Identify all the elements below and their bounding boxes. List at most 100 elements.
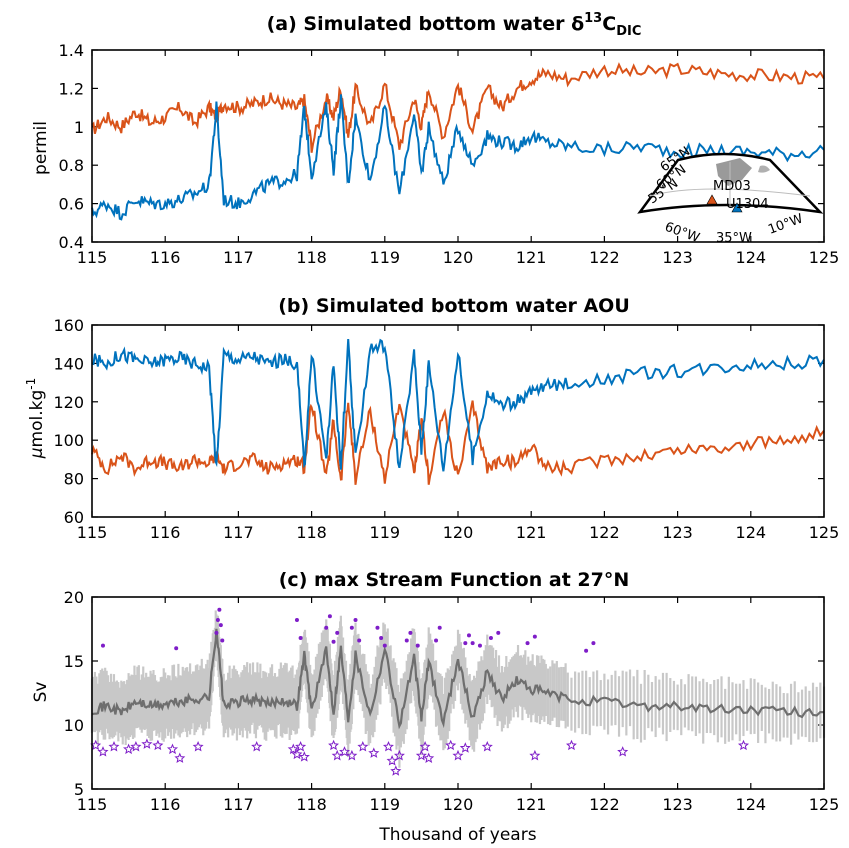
panel-c-ylabel: Sv (31, 682, 51, 703)
x-tick-label: 118 (296, 523, 327, 542)
high-marker (466, 633, 471, 638)
y-tick-label: 140 (53, 354, 84, 373)
low-marker (166, 743, 179, 755)
x-tick-label: 117 (223, 248, 254, 267)
high-marker (532, 634, 537, 639)
greenland-shape (716, 158, 752, 186)
high-marker (463, 641, 468, 646)
x-tick-label: 123 (662, 248, 693, 267)
series-line-md03 (91, 400, 825, 485)
high-marker (404, 638, 409, 643)
x-tick-label: 124 (736, 795, 767, 814)
x-axis-label: Thousand of years (378, 825, 536, 845)
mean-line (91, 628, 825, 730)
y-tick-label: 20 (64, 588, 84, 607)
high-marker (496, 630, 501, 635)
x-tick-label: 124 (736, 248, 767, 267)
high-marker (477, 643, 482, 648)
low-marker (97, 746, 109, 757)
high-marker (174, 646, 179, 651)
high-marker (100, 643, 105, 648)
y-tick-label: 1.2 (59, 79, 84, 98)
high-marker (357, 638, 362, 643)
x-tick-label: 121 (516, 795, 547, 814)
x-tick-label: 119 (370, 248, 401, 267)
high-marker (327, 614, 332, 619)
panel-b-frame (91, 324, 825, 518)
y-tick-label: 0.6 (59, 195, 84, 214)
md03-label: MD03 (713, 179, 751, 194)
low-marker (565, 739, 577, 751)
low-marker (346, 749, 358, 761)
low-marker (357, 741, 369, 752)
y-tick-label: 1 (74, 118, 84, 137)
high-marker (437, 625, 442, 630)
panel-a-title: (a) Simulated bottom water δ13CDIC (267, 11, 642, 39)
x-tick-label: 125 (809, 248, 840, 267)
x-tick-label: 118 (296, 795, 327, 814)
x-tick-label: 122 (589, 523, 620, 542)
panel-b-plot: 60 80 100 120 140 160 115 116 117 118 119 120 121 122… (53, 316, 839, 542)
high-marker (298, 635, 303, 640)
map-parallel (649, 188, 811, 197)
high-marker (215, 618, 220, 623)
x-tick-label: 123 (662, 795, 693, 814)
high-marker (434, 638, 439, 643)
low-marker (108, 741, 120, 752)
high-marker (408, 630, 413, 635)
x-tick-label: 115 (77, 523, 108, 542)
x-tick-label: 120 (443, 523, 474, 542)
low-marker (328, 739, 340, 751)
high-marker (591, 641, 596, 646)
panel-b-title: (b) Simulated bottom water AOU (278, 295, 630, 317)
low-marker (481, 741, 493, 752)
low-marker (386, 754, 398, 766)
y-tick-label: 120 (53, 393, 84, 412)
x-tick-label: 116 (150, 795, 181, 814)
x-tick-label: 119 (370, 523, 401, 542)
series-line-u1304 (91, 94, 825, 221)
high-marker (488, 635, 493, 640)
low-marker (393, 749, 405, 761)
x-tick-label: 115 (77, 795, 108, 814)
u1304-marker (731, 202, 743, 213)
x-tick-label: 125 (809, 795, 840, 814)
x-tick-label: 115 (77, 248, 108, 267)
x-tick-label: 120 (443, 795, 474, 814)
high-marker (584, 648, 589, 653)
x-tick-label: 117 (223, 795, 254, 814)
panel-b-ylabel: μmol.kg-1 (24, 378, 47, 460)
low-marker (152, 739, 164, 751)
x-tick-label: 120 (443, 248, 474, 267)
iceland-shape (758, 165, 770, 173)
high-marker (218, 623, 223, 628)
low-marker (298, 751, 310, 762)
x-tick-label: 122 (589, 795, 620, 814)
panel-c: (c) max Stream Function at 27°N Sv 5 10 15… (31, 569, 839, 814)
series-line-md03 (91, 62, 825, 153)
high-marker (415, 643, 420, 648)
high-marker (382, 643, 387, 648)
low-marker (423, 752, 435, 763)
y-tick-label: 0.8 (59, 156, 84, 175)
low-marker (459, 742, 471, 753)
high-marker (324, 625, 329, 630)
low-marker (529, 749, 541, 761)
panel-c-plot: 5 10 15 20 115 116 117 118 119 120 121 122 123 124 125 (64, 588, 840, 814)
high-marker (379, 635, 384, 640)
panel-a: (a) Simulated bottom water δ13CDIC permi… (31, 11, 839, 267)
y-tick-label: 0.4 (59, 233, 84, 252)
low-marker (141, 738, 153, 749)
x-tick-label: 119 (370, 795, 401, 814)
x-tick-label: 116 (150, 248, 181, 267)
high-marker (335, 630, 340, 635)
y-tick-label: 80 (64, 470, 84, 489)
high-marker (349, 625, 354, 630)
x-tick-label: 123 (662, 523, 693, 542)
y-tick-label: 1.4 (59, 41, 84, 60)
y-tick-label: 5 (74, 780, 84, 799)
x-tick-label: 121 (516, 248, 547, 267)
low-marker (331, 749, 343, 761)
high-marker (214, 630, 219, 635)
